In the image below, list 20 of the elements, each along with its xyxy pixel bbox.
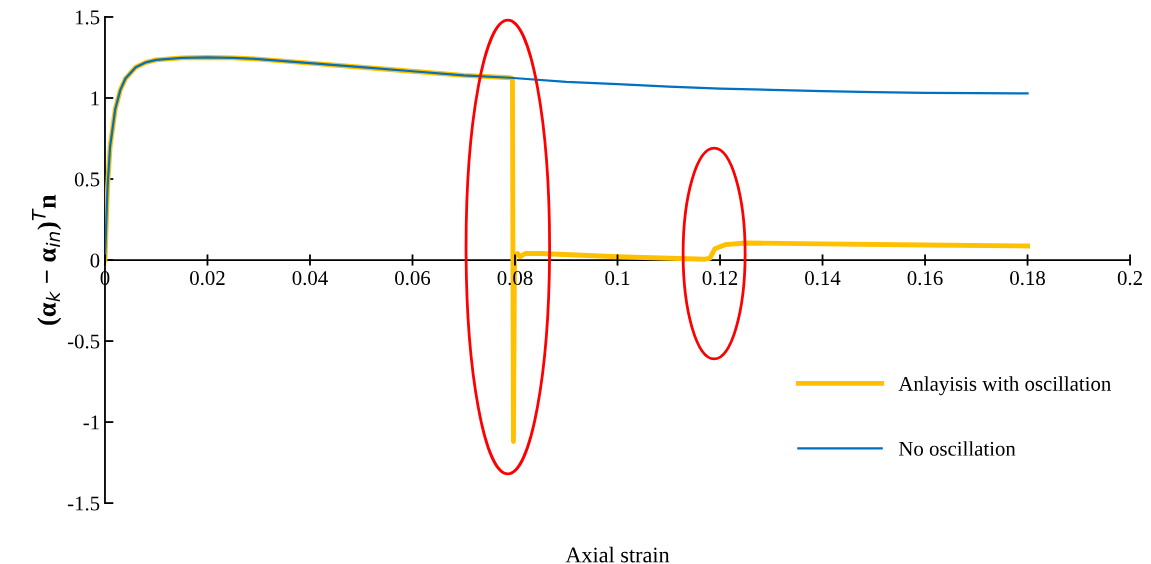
x-tick-label: 0.06	[395, 271, 431, 286]
x-tick-label: 0.18	[1010, 271, 1045, 286]
legend-label: No oscillation	[898, 441, 1016, 456]
y-tick-label: -1	[83, 415, 99, 430]
x-tick-label: 0.02	[190, 271, 225, 286]
x-axis-title: Axial strain	[565, 546, 670, 563]
y-tick-label: -0.5	[67, 334, 100, 349]
x-tick-label: 0.16	[907, 271, 943, 286]
y-axis-title: (α$_{k}$ − α$_{in}$)$^{T}$n	[32, 194, 62, 325]
y-tick-label: -1.5	[67, 496, 100, 511]
x-tick-label: 0.2	[1117, 271, 1142, 286]
y-tick-label: 0.5	[74, 172, 100, 187]
x-tick-label: 0.14	[805, 271, 841, 286]
x-tick-label: 0.1	[605, 271, 630, 286]
y-tick-label: 1.5	[75, 10, 100, 25]
x-tick-label: 0.04	[292, 271, 328, 286]
x-tick-label: 0.12	[702, 271, 738, 286]
y-tick-label: 1	[91, 91, 99, 106]
legend-label: Anlayisis with oscillation	[898, 376, 1111, 396]
y-tick-label: 0	[90, 253, 100, 268]
